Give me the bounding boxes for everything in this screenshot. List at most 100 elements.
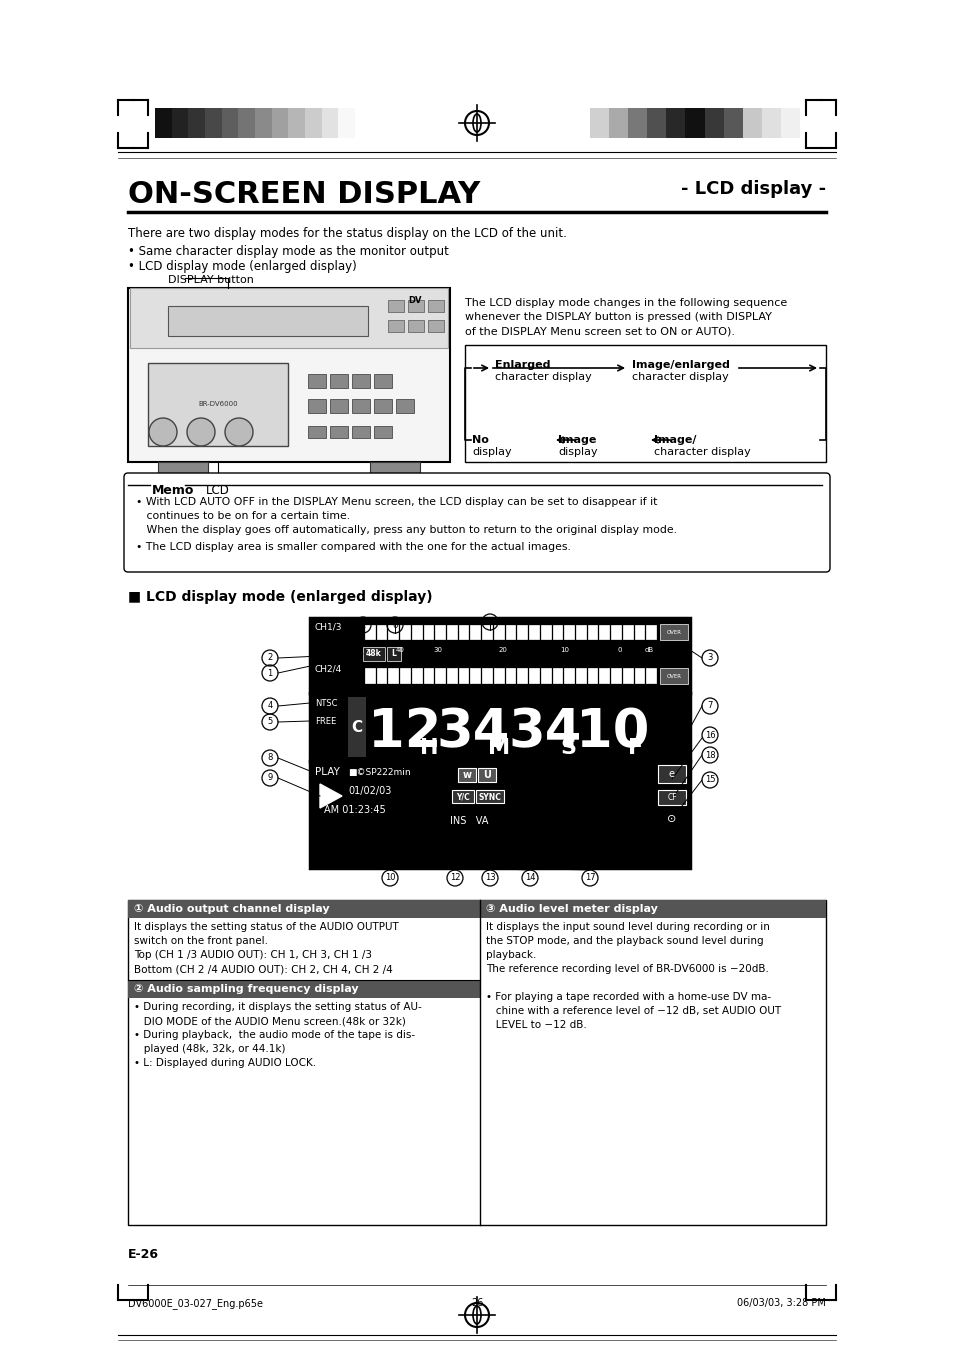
Bar <box>627 108 646 138</box>
Bar <box>128 900 479 917</box>
Text: e: e <box>668 769 675 780</box>
Text: 17: 17 <box>584 874 595 882</box>
Bar <box>563 626 575 640</box>
Bar <box>128 288 450 462</box>
Bar <box>172 108 188 138</box>
Bar <box>221 108 238 138</box>
Bar <box>589 108 608 138</box>
Bar <box>376 626 387 640</box>
Bar <box>563 667 575 684</box>
Text: display: display <box>472 447 511 457</box>
Text: INS   VA: INS VA <box>450 816 488 825</box>
Bar <box>428 300 443 312</box>
Bar <box>330 426 348 438</box>
Text: 11: 11 <box>484 617 495 627</box>
Bar <box>457 767 476 782</box>
Bar <box>288 108 305 138</box>
Text: H: H <box>419 738 438 758</box>
Bar <box>168 305 368 336</box>
Bar <box>646 108 665 138</box>
Bar <box>412 667 422 684</box>
Text: 5: 5 <box>267 717 273 727</box>
Text: ③ Audio level meter display: ③ Audio level meter display <box>485 904 658 915</box>
Bar <box>622 626 633 640</box>
Text: It displays the setting status of the AUDIO OUTPUT: It displays the setting status of the AU… <box>133 921 398 932</box>
Bar <box>188 108 205 138</box>
Bar <box>659 624 687 640</box>
Text: The reference recording level of BR-DV6000 is −20dB.: The reference recording level of BR-DV60… <box>485 965 768 974</box>
Circle shape <box>149 417 177 446</box>
Text: F: F <box>627 738 642 758</box>
Bar <box>370 462 419 474</box>
Text: 8: 8 <box>267 754 273 762</box>
Bar <box>128 979 479 998</box>
Bar <box>742 108 761 138</box>
Bar <box>338 108 355 138</box>
Bar <box>158 462 208 474</box>
Text: 18: 18 <box>704 751 715 759</box>
Bar <box>529 667 539 684</box>
Bar <box>540 626 551 640</box>
Bar <box>464 345 825 462</box>
Text: 06/03/03, 3:28 PM: 06/03/03, 3:28 PM <box>737 1298 825 1308</box>
Bar <box>659 667 687 684</box>
Bar <box>723 108 742 138</box>
Circle shape <box>187 417 214 446</box>
Bar <box>634 626 644 640</box>
Text: 01/02/03: 01/02/03 <box>348 786 391 796</box>
Bar <box>387 647 400 661</box>
Text: • During recording, it displays the setting status of AU-: • During recording, it displays the sett… <box>133 1002 421 1012</box>
Bar <box>428 320 443 332</box>
Bar <box>388 300 403 312</box>
Text: 10: 10 <box>384 874 395 882</box>
Text: Image: Image <box>558 435 596 444</box>
Text: DV: DV <box>408 296 421 305</box>
Text: of the DISPLAY Menu screen set to ON or AUTO).: of the DISPLAY Menu screen set to ON or … <box>464 326 734 336</box>
Bar <box>481 626 493 640</box>
Text: 2: 2 <box>267 654 273 662</box>
Text: Top (CH 1 /3 AUDIO OUT): CH 1, CH 3, CH 1 /3: Top (CH 1 /3 AUDIO OUT): CH 1, CH 3, CH … <box>133 950 372 961</box>
Bar <box>470 667 480 684</box>
Text: NTSC: NTSC <box>314 698 337 708</box>
Text: DIO MODE of the AUDIO Menu screen.(48k or 32k): DIO MODE of the AUDIO Menu screen.(48k o… <box>133 1016 405 1025</box>
Text: ① Audio output channel display: ① Audio output channel display <box>133 904 330 915</box>
Text: CF: CF <box>666 793 676 802</box>
Text: ■©SP222min: ■©SP222min <box>348 767 410 777</box>
Bar <box>761 108 781 138</box>
Text: w: w <box>462 770 471 780</box>
Bar <box>330 374 348 388</box>
Text: played (48k, 32k, or 44.1k): played (48k, 32k, or 44.1k) <box>133 1044 285 1054</box>
Text: 10: 10 <box>576 707 649 758</box>
Text: When the display goes off automatically, press any button to return to the origi: When the display goes off automatically,… <box>136 526 677 535</box>
Text: BR-DV6000: BR-DV6000 <box>198 401 237 408</box>
Bar <box>308 374 326 388</box>
Bar <box>552 626 562 640</box>
Bar <box>576 626 586 640</box>
Text: playback.: playback. <box>485 950 536 961</box>
Text: Bottom (CH 2 /4 AUDIO OUT): CH 2, CH 4, CH 2 /4: Bottom (CH 2 /4 AUDIO OUT): CH 2, CH 4, … <box>133 965 393 974</box>
Text: DV6000E_03-027_Eng.p65e: DV6000E_03-027_Eng.p65e <box>128 1298 263 1309</box>
Bar <box>645 667 657 684</box>
Text: 15: 15 <box>704 775 715 785</box>
Text: E-26: E-26 <box>128 1248 159 1260</box>
Text: 48k: 48k <box>366 650 381 658</box>
Text: 12: 12 <box>449 874 459 882</box>
Bar <box>388 626 398 640</box>
Text: 6: 6 <box>392 620 397 630</box>
Text: switch on the front panel.: switch on the front panel. <box>133 936 268 946</box>
Bar <box>505 626 516 640</box>
Text: OVER: OVER <box>666 630 680 635</box>
Bar <box>154 108 172 138</box>
Bar <box>352 399 370 413</box>
Text: No: No <box>472 435 488 444</box>
Text: Image/: Image/ <box>654 435 696 444</box>
Bar <box>479 900 825 917</box>
Text: 40: 40 <box>395 647 404 653</box>
Bar <box>608 108 627 138</box>
Bar <box>352 374 370 388</box>
Text: 12: 12 <box>368 707 441 758</box>
Polygon shape <box>319 784 341 808</box>
Text: C: C <box>351 720 362 735</box>
Bar <box>587 626 598 640</box>
Bar <box>365 667 375 684</box>
